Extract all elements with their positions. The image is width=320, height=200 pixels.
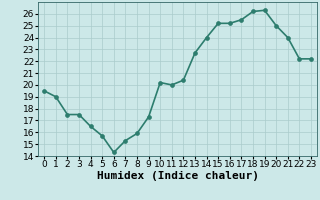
X-axis label: Humidex (Indice chaleur): Humidex (Indice chaleur): [97, 171, 259, 181]
